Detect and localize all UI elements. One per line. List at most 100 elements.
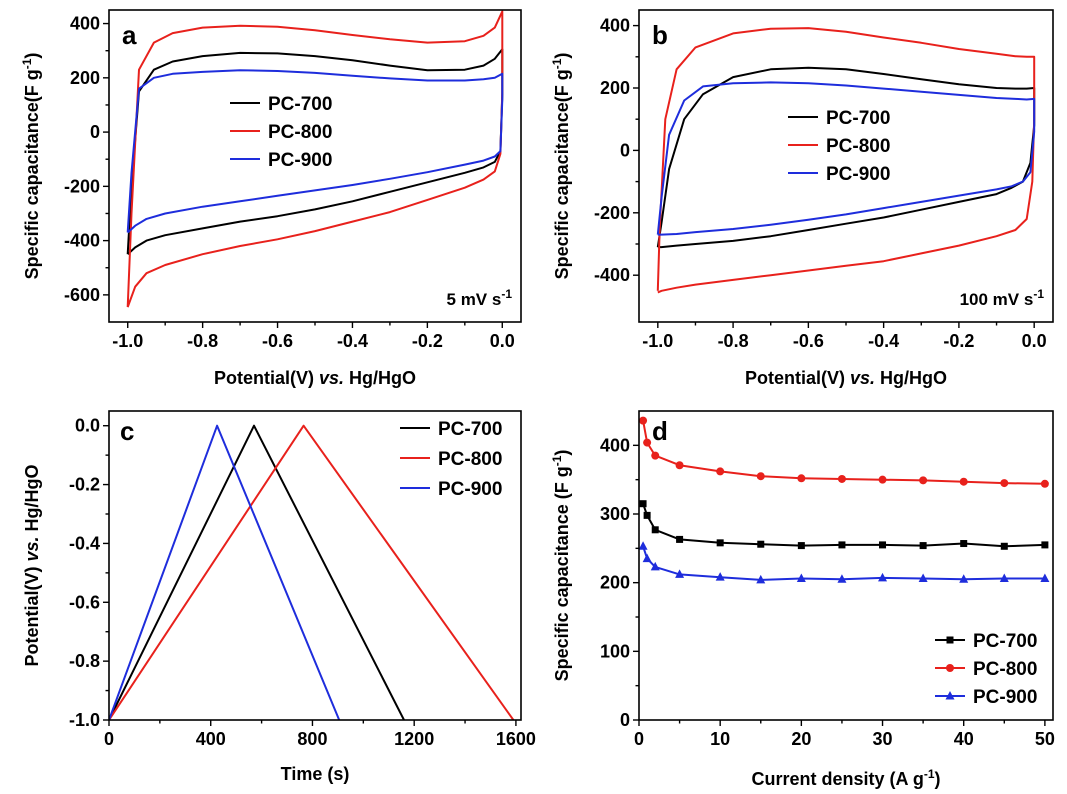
data-point-pc-700 bbox=[1001, 543, 1008, 550]
legend: PC-700 PC-800 PC-900 bbox=[935, 631, 1037, 708]
data-point-pc-800 bbox=[1000, 479, 1008, 487]
legend-label-pc-800: PC-800 bbox=[268, 122, 332, 143]
data-point-pc-800 bbox=[676, 461, 684, 469]
data-point-pc-800 bbox=[716, 467, 724, 475]
legend-marker bbox=[947, 637, 954, 644]
x-tick-label: -1.0 bbox=[112, 331, 143, 351]
y-tick-label: -200 bbox=[64, 176, 100, 196]
legend-label-pc-700: PC-700 bbox=[268, 94, 332, 115]
panel-letter: d bbox=[652, 416, 668, 446]
x-tick-label: -0.2 bbox=[943, 331, 974, 351]
x-tick-label: 0.0 bbox=[490, 331, 515, 351]
legend-label-pc-900: PC-900 bbox=[973, 687, 1037, 708]
x-tick-label: 0 bbox=[104, 729, 114, 749]
y-tick-label: 0 bbox=[620, 710, 630, 730]
y-tick-label: -400 bbox=[64, 231, 100, 251]
panel-letter: a bbox=[122, 20, 137, 50]
panel-letter: b bbox=[652, 20, 668, 50]
y-tick-label: 200 bbox=[70, 68, 100, 88]
x-tick-label: 30 bbox=[873, 729, 893, 749]
y-tick-label: 0 bbox=[90, 122, 100, 142]
legend-marker bbox=[946, 664, 954, 672]
data-point-pc-700 bbox=[644, 512, 651, 519]
data-point-pc-700 bbox=[798, 542, 805, 549]
legend-label-pc-900: PC-900 bbox=[826, 164, 890, 185]
y-axis-title: Specific capacitance(F g-1) bbox=[550, 53, 572, 280]
data-point-pc-800 bbox=[1041, 480, 1049, 488]
x-tick-label: 10 bbox=[710, 729, 730, 749]
y-tick-label: 300 bbox=[600, 504, 630, 524]
data-point-pc-700 bbox=[676, 536, 683, 543]
y-tick-label: 400 bbox=[600, 435, 630, 455]
x-tick-label: -0.6 bbox=[793, 331, 824, 351]
data-point-pc-800 bbox=[879, 476, 887, 484]
x-tick-label: 800 bbox=[297, 729, 327, 749]
x-axis-title: Time (s) bbox=[281, 764, 350, 784]
x-tick-label: -0.8 bbox=[718, 331, 749, 351]
x-tick-label: 1200 bbox=[394, 729, 434, 749]
y-tick-label: -0.2 bbox=[69, 475, 100, 495]
x-tick-label: 40 bbox=[954, 729, 974, 749]
legend-label-pc-700: PC-700 bbox=[826, 108, 890, 129]
x-tick-label: -0.4 bbox=[337, 331, 368, 351]
data-point-pc-800 bbox=[919, 476, 927, 484]
legend-label-pc-800: PC-800 bbox=[973, 659, 1037, 680]
y-tick-label: 0.0 bbox=[75, 416, 100, 436]
y-tick-label: -1.0 bbox=[69, 710, 100, 730]
x-tick-label: -0.2 bbox=[412, 331, 443, 351]
x-tick-label: 20 bbox=[791, 729, 811, 749]
data-point-pc-700 bbox=[1041, 541, 1048, 548]
legend-label-pc-700: PC-700 bbox=[973, 631, 1037, 652]
data-point-pc-800 bbox=[651, 452, 659, 460]
x-tick-label: 50 bbox=[1035, 729, 1055, 749]
data-point-pc-800 bbox=[639, 417, 647, 425]
y-axis-title: Specific capacitance(F g-1) bbox=[20, 53, 42, 280]
y-tick-label: -200 bbox=[594, 203, 630, 223]
data-point-pc-700 bbox=[838, 541, 845, 548]
legend-label-pc-800: PC-800 bbox=[438, 449, 502, 470]
data-point-pc-800 bbox=[838, 475, 846, 483]
scan-rate-annotation: 100 mV s-1 bbox=[960, 287, 1045, 309]
y-tick-label: 0 bbox=[620, 140, 630, 160]
x-axis-title: Current density (A g-1) bbox=[751, 767, 940, 789]
y-axis-title: Potential(V) vs. Hg/HgO bbox=[22, 464, 42, 666]
data-point-pc-700 bbox=[960, 540, 967, 547]
y-tick-label: -400 bbox=[594, 265, 630, 285]
x-tick-label: 0 bbox=[634, 729, 644, 749]
data-point-pc-800 bbox=[757, 472, 765, 480]
y-tick-label: 400 bbox=[70, 14, 100, 34]
data-point-pc-700 bbox=[757, 541, 764, 548]
x-tick-label: -0.8 bbox=[187, 331, 218, 351]
y-tick-label: 100 bbox=[600, 641, 630, 661]
y-tick-label: -0.6 bbox=[69, 592, 100, 612]
data-point-pc-700 bbox=[652, 526, 659, 533]
y-tick-label: -600 bbox=[64, 285, 100, 305]
x-tick-label: 1600 bbox=[496, 729, 536, 749]
legend-label-pc-900: PC-900 bbox=[438, 479, 502, 500]
y-tick-label: -0.8 bbox=[69, 651, 100, 671]
data-point-pc-700 bbox=[920, 542, 927, 549]
x-tick-label: 0.0 bbox=[1022, 331, 1047, 351]
y-tick-label: 400 bbox=[600, 16, 630, 36]
data-point-pc-700 bbox=[717, 539, 724, 546]
panel-letter: c bbox=[120, 416, 134, 446]
data-point-pc-700 bbox=[640, 500, 647, 507]
x-tick-label: 400 bbox=[196, 729, 226, 749]
x-tick-label: -0.4 bbox=[868, 331, 899, 351]
data-point-pc-700 bbox=[879, 541, 886, 548]
x-axis-title: Potential(V) vs. Hg/HgO bbox=[745, 368, 947, 388]
data-point-pc-800 bbox=[797, 474, 805, 482]
legend-label-pc-900: PC-900 bbox=[268, 150, 332, 171]
x-tick-label: -0.6 bbox=[262, 331, 293, 351]
legend-label-pc-700: PC-700 bbox=[438, 419, 502, 440]
legend-label-pc-800: PC-800 bbox=[826, 136, 890, 157]
y-tick-label: -0.4 bbox=[69, 533, 100, 553]
y-tick-label: 200 bbox=[600, 78, 630, 98]
x-axis-title: Potential(V) vs. Hg/HgO bbox=[214, 368, 416, 388]
data-point-pc-800 bbox=[960, 478, 968, 486]
y-axis-title: Specific capacitance (F g-1) bbox=[550, 450, 572, 682]
y-tick-label: 200 bbox=[600, 573, 630, 593]
x-tick-label: -1.0 bbox=[642, 331, 673, 351]
